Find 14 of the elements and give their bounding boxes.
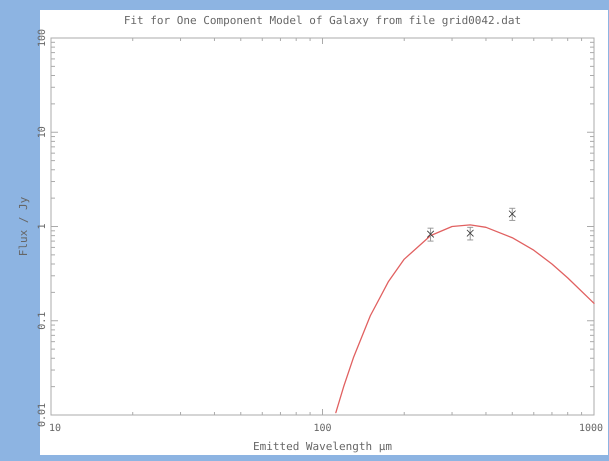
x-tick-label: 1000 xyxy=(578,423,604,434)
y-axis-title: Flux / Jy xyxy=(17,196,30,256)
y-tick-label: 100 xyxy=(37,28,48,48)
y-tick-label: 0.1 xyxy=(37,312,48,330)
y-tick-label: 1 xyxy=(37,223,48,230)
x-tick-label: 10 xyxy=(48,423,62,434)
y-tick-label: 0.01 xyxy=(37,402,48,428)
y-tick-label: 10 xyxy=(37,126,48,138)
point xyxy=(466,229,474,237)
x-tick-label: 100 xyxy=(313,423,332,434)
point xyxy=(426,230,434,238)
point xyxy=(508,210,516,218)
x-axis-title: Emitted Wavelength μm xyxy=(252,440,392,453)
chart-title: Fit for One Component Model of Galaxy from file grid0042.dat xyxy=(124,14,522,27)
